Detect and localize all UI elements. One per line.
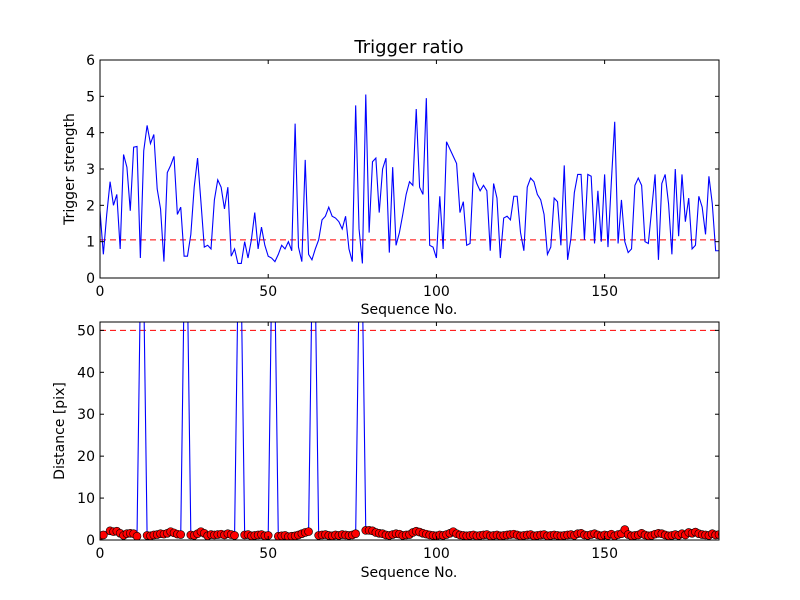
- y-tick-label: 2: [86, 198, 95, 214]
- data-point: [714, 530, 719, 539]
- x-tick-label: 0: [96, 284, 105, 300]
- series-layer: [100, 94, 719, 265]
- x-tick-label: 0: [96, 546, 105, 562]
- x-tick-label: 100: [423, 546, 450, 562]
- y-tick-label: 0: [86, 271, 95, 287]
- data-point: [132, 531, 142, 540]
- y-tick-label: 20: [77, 449, 95, 465]
- y-tick-label: 10: [77, 491, 95, 507]
- y-tick-label: 40: [77, 365, 95, 381]
- y-axis-label: Trigger strength: [62, 113, 78, 226]
- x-tick-label: 50: [259, 546, 277, 562]
- data-point: [176, 530, 186, 539]
- y-tick-label: 4: [86, 126, 95, 142]
- data-point: [100, 530, 108, 540]
- x-tick-label: 150: [591, 546, 618, 562]
- y-tick-label: 50: [77, 323, 95, 339]
- y-tick-label: 5: [86, 89, 95, 105]
- y-tick-label: 1: [86, 235, 95, 251]
- x-tick-label: 100: [423, 284, 450, 300]
- plot-frame: [99, 321, 720, 541]
- y-axis-label: Distance [pix]: [52, 382, 68, 480]
- data-point: [304, 527, 313, 536]
- plot-area: 0 50 100 150 0 1 2 3 4 5 6: [86, 53, 720, 300]
- y-tick-label: 6: [86, 53, 95, 69]
- y-tick-label: 0: [86, 533, 95, 549]
- trigger-ratio-chart: Trigger ratio 0 50 100 150 0 1 2 3 4 5 6 Sequence …: [62, 37, 720, 318]
- y-tick-label: 30: [77, 407, 95, 423]
- distance-chart: 0 50 100 150 0 10 20 30 40 50 Sequence No. Distan…: [52, 321, 720, 581]
- x-axis-label: Sequence No.: [361, 302, 458, 318]
- data-point: [351, 529, 360, 539]
- data-point: [230, 531, 239, 540]
- y-tick-label: 3: [86, 162, 95, 178]
- x-tick-label: 150: [591, 284, 618, 300]
- plot-area: 0 50 100 150 0 10 20 30 40 50: [77, 321, 720, 562]
- series-layer: [100, 322, 719, 540]
- series-line: [100, 94, 719, 265]
- chart-title: Trigger ratio: [353, 37, 463, 58]
- x-tick-label: 50: [259, 284, 277, 300]
- x-axis-label: Sequence No.: [361, 565, 458, 581]
